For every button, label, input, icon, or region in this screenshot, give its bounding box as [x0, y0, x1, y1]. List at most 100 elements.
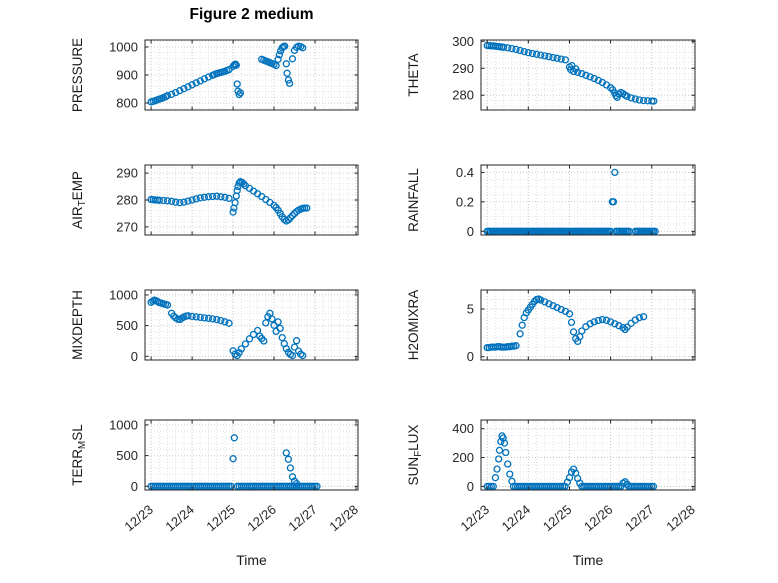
svg-text:290: 290 — [452, 61, 474, 76]
svg-text:12/28: 12/28 — [326, 502, 361, 534]
svg-text:1000: 1000 — [109, 417, 138, 432]
subplot-rainfall: 0 0.2 0.4 RAINFALL — [396, 155, 707, 254]
tick-marks — [481, 420, 695, 490]
svg-text:800: 800 — [116, 96, 138, 111]
major-gridlines — [145, 290, 358, 360]
svg-text:1000: 1000 — [109, 40, 138, 55]
svg-text:500: 500 — [116, 448, 138, 463]
svg-text:12/25: 12/25 — [203, 502, 238, 534]
plot-area — [481, 420, 695, 490]
chart-RAINFALL: 0 0.2 0.4 RAINFALL — [406, 164, 696, 239]
y-axis-label: AIRTEMP — [70, 171, 88, 229]
chart-THETA: 280 290 300 THETA — [406, 34, 696, 111]
svg-text:1000: 1000 — [109, 287, 138, 302]
plot-box — [480, 164, 696, 236]
svg-text:0: 0 — [467, 224, 474, 239]
y-tick-labels: 800 900 1000 — [109, 40, 138, 111]
scatter-points — [147, 42, 307, 106]
scatter-points — [147, 296, 307, 360]
tick-marks — [481, 165, 695, 235]
y-axis-label: MIXDEPTH — [70, 290, 85, 360]
svg-text:0: 0 — [467, 349, 474, 364]
svg-text:400: 400 — [452, 421, 474, 436]
svg-text:200: 200 — [452, 450, 474, 465]
tick-marks — [145, 40, 358, 110]
chart-PRESSURE: 800 900 1000 PRESSURE — [70, 38, 359, 112]
svg-text:0.4: 0.4 — [456, 165, 474, 180]
svg-text:12/24: 12/24 — [499, 502, 534, 534]
y-axis-label: RAINFALL — [406, 168, 421, 232]
y-tick-labels: 0 0.2 0.4 — [456, 165, 474, 239]
svg-text:12/23: 12/23 — [121, 502, 156, 534]
major-gridlines — [145, 40, 358, 110]
y-axis-label: TERRMSL — [70, 424, 88, 486]
y-axis-label: SUNFLUX — [406, 425, 424, 486]
plot-box — [480, 419, 696, 491]
minor-gridlines — [145, 420, 358, 490]
scatter-points — [483, 295, 648, 352]
svg-text:290: 290 — [116, 166, 138, 181]
tick-marks — [481, 40, 695, 110]
svg-text:12/27: 12/27 — [285, 502, 320, 534]
svg-text:12/24: 12/24 — [162, 502, 197, 534]
tick-marks — [145, 420, 358, 490]
tick-marks — [481, 290, 695, 360]
y-tick-labels: 05 — [467, 302, 474, 365]
chart-AIR_TEMP: 270 280 290 AIRTEMP — [70, 164, 359, 236]
x-tick-labels: 12/23 12/24 12/25 12/26 12/27 12/28 — [121, 502, 360, 534]
svg-text:500: 500 — [116, 318, 138, 333]
svg-text:280: 280 — [116, 193, 138, 208]
svg-text:12/23: 12/23 — [458, 502, 493, 534]
y-tick-labels: 0 500 1000 — [109, 287, 138, 363]
plot-box — [480, 39, 696, 111]
x-axis-title-left: Time — [236, 552, 267, 568]
svg-text:280: 280 — [452, 88, 474, 103]
svg-text:0.2: 0.2 — [456, 194, 474, 209]
plot-area — [145, 40, 358, 110]
subplot-h2omixra: 0 5 H2OMIXRA — [396, 280, 707, 379]
figure-title: Figure 2 medium — [189, 6, 314, 23]
major-gridlines — [145, 165, 358, 235]
y-tick-labels: 0 500 1000 — [109, 417, 138, 493]
subplot-pressure: 800 900 1000 PRESSURE — [60, 30, 370, 129]
plot-area — [145, 290, 358, 360]
tick-marks — [145, 165, 358, 235]
plot-area — [481, 165, 695, 235]
plot-box — [144, 39, 359, 111]
subplot-theta: 280 290 300 THETA — [396, 30, 707, 129]
svg-text:900: 900 — [116, 68, 138, 83]
svg-text:12/28: 12/28 — [663, 502, 698, 534]
svg-text:0: 0 — [467, 479, 474, 494]
svg-text:270: 270 — [116, 219, 138, 234]
subplot-sunflux: 0 200 400 12/23 12/24 12/25 12/26 12/27 12/28 SUN… — [396, 410, 707, 575]
scatter-points — [483, 41, 658, 105]
major-gridlines — [145, 420, 358, 490]
tick-marks — [145, 290, 358, 360]
y-tick-labels: 0 200 400 — [452, 421, 474, 494]
scatter-points — [483, 432, 658, 491]
y-tick-labels: 270 280 290 — [116, 166, 138, 235]
svg-text:12/25: 12/25 — [540, 502, 575, 534]
svg-text:12/26: 12/26 — [244, 502, 279, 534]
y-axis-label: THETA — [406, 53, 421, 96]
plot-box — [144, 419, 359, 491]
plot-box — [480, 289, 696, 361]
minor-gridlines — [145, 290, 358, 360]
svg-text:0: 0 — [131, 349, 138, 364]
plot-box — [144, 289, 359, 361]
scatter-points — [147, 178, 311, 225]
scatter-points — [483, 168, 659, 235]
svg-text:300: 300 — [452, 34, 474, 49]
y-axis-label: PRESSURE — [70, 38, 85, 112]
x-tick-labels: 12/23 12/24 12/25 12/26 12/27 12/28 — [458, 502, 698, 534]
x-axis-title-right: Time — [572, 552, 604, 568]
subplot-terrmsl: 0 500 1000 12/23 12/24 12/25 12/26 12/27 12/28 TE… — [60, 410, 370, 575]
y-tick-labels: 280 290 300 — [452, 34, 474, 103]
plot-box — [144, 164, 359, 236]
chart-TERR_MSL: 0 500 1000 12/23 12/24 12/25 12/26 12/27 12/28 TE… — [70, 417, 361, 534]
chart-MIXDEPTH: 0 500 1000 MIXDEPTH — [70, 287, 359, 364]
subplot-airtemp: 270 280 290 AIRTEMP — [60, 155, 370, 254]
svg-text:12/26: 12/26 — [581, 502, 616, 534]
